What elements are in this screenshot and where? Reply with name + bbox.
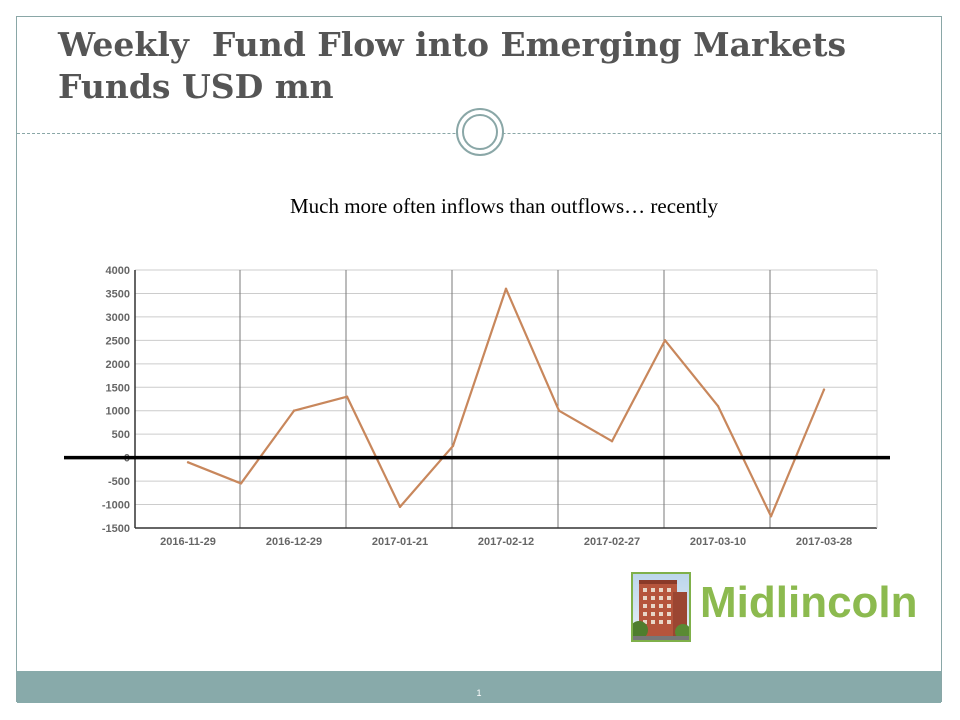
y-tick-label: 1000 (106, 406, 130, 418)
data-point (345, 395, 349, 398)
y-tick-label: 4000 (106, 265, 130, 277)
y-tick-label: -500 (108, 476, 130, 488)
x-tick-label: 2017-03-28 (796, 536, 852, 548)
data-point (716, 404, 720, 408)
data-point (557, 409, 561, 412)
page-number: 1 (476, 688, 482, 698)
y-tick-label: 2000 (106, 359, 130, 371)
x-tick-label: 2017-02-12 (478, 536, 534, 548)
y-tick-label: -1000 (102, 500, 130, 512)
x-tick-label: 2016-11-29 (160, 536, 216, 548)
y-tick-label: 3000 (106, 312, 130, 324)
footer-bar: 1 (17, 671, 941, 703)
divider-circle-ornament (456, 108, 504, 156)
x-tick-label: 2017-02-27 (584, 536, 640, 548)
x-tick-label: 2016-12-29 (266, 536, 322, 548)
y-tick-label: 3500 (106, 288, 130, 300)
x-tick-label: 2017-01-21 (372, 536, 428, 548)
data-point (186, 461, 190, 464)
y-tick-label: 500 (112, 429, 130, 441)
midlincoln-logo-text: Midlincoln (700, 578, 918, 627)
divider-circle-inner (462, 114, 498, 150)
building-photo-icon (631, 572, 691, 642)
y-tick-label: 2500 (106, 335, 130, 347)
x-tick-label: 2017-03-10 (690, 536, 746, 548)
y-tick-label: 1500 (106, 382, 130, 394)
data-point (504, 287, 508, 290)
y-tick-label: -1500 (102, 523, 130, 535)
data-point (398, 505, 402, 509)
data-point (292, 409, 296, 412)
data-point (610, 440, 614, 443)
slide-title: Weekly Fund Flow into Emerging Markets F… (58, 25, 858, 106)
chart-subtitle: Much more often inflows than outflows… r… (289, 194, 719, 218)
data-point (663, 339, 667, 342)
data-point (769, 515, 773, 518)
data-point (822, 388, 826, 391)
data-point (451, 444, 455, 448)
plot-area (135, 270, 877, 528)
data-point (239, 482, 243, 485)
